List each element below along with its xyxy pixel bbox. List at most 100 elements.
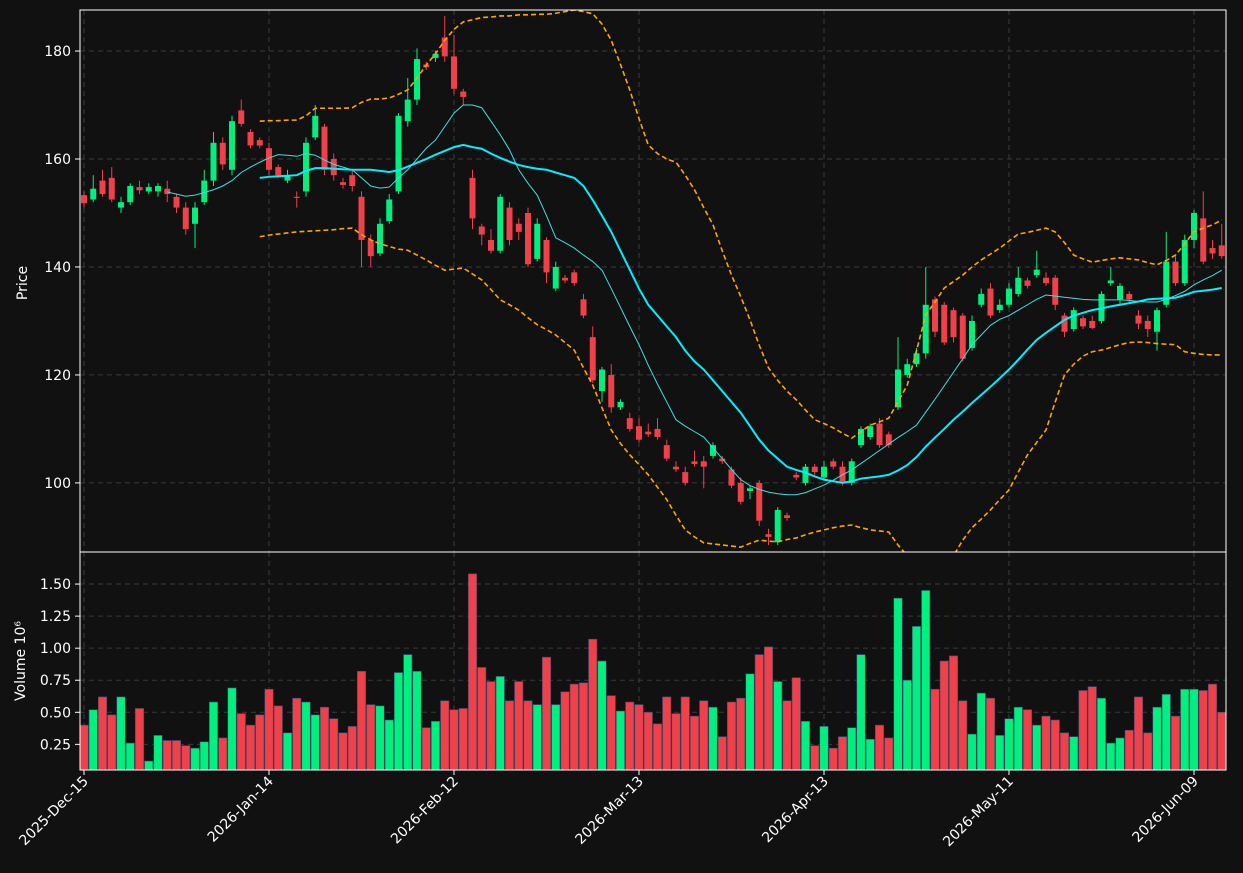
- candle-body: [108, 177, 115, 200]
- volume-bar: [523, 700, 533, 770]
- candle-body: [377, 223, 383, 254]
- candle-body: [682, 472, 689, 483]
- indicator-line: [259, 10, 1223, 440]
- volume-bar: [810, 745, 820, 770]
- candle-body: [275, 167, 282, 176]
- volume-bar: [652, 723, 663, 770]
- candle-body: [395, 115, 402, 192]
- volume-bar: [310, 714, 320, 770]
- candle-body: [562, 277, 568, 281]
- volume-bar: [1022, 709, 1033, 770]
- candle-body: [367, 239, 374, 257]
- candle-body: [192, 207, 198, 224]
- candle-body: [182, 207, 189, 230]
- volume-bar: [227, 687, 237, 770]
- volume-bar: [1013, 706, 1023, 770]
- volume-bar: [1041, 715, 1051, 770]
- volume-bar: [282, 732, 293, 770]
- x-tick-label: 2026-Feb-12: [388, 774, 462, 848]
- volume-bar: [569, 683, 579, 770]
- candle-body: [728, 469, 735, 486]
- volume-bar: [1189, 688, 1199, 770]
- volume-bar: [615, 710, 626, 770]
- volume-bar: [754, 654, 764, 770]
- candle-body: [1209, 248, 1216, 254]
- candle-body: [969, 320, 975, 348]
- candle-body: [229, 121, 235, 170]
- candle-body: [1024, 280, 1031, 286]
- candle-body: [99, 180, 106, 195]
- volume-bar: [736, 697, 746, 770]
- candle-body: [589, 337, 596, 381]
- candle-body: [645, 431, 652, 435]
- y-tick-label: 100: [44, 476, 71, 492]
- candle-body: [1163, 261, 1170, 305]
- candle-body: [358, 196, 365, 240]
- candle-body: [710, 445, 716, 456]
- candle-body: [1033, 269, 1040, 276]
- candle-body: [719, 458, 726, 462]
- volume-bar: [847, 727, 857, 770]
- volume-bar: [375, 705, 385, 770]
- volume-bar: [819, 726, 829, 770]
- candle-body: [626, 418, 633, 429]
- candle-body: [1052, 277, 1059, 305]
- candle-body: [959, 315, 966, 359]
- volume-bar: [726, 701, 737, 770]
- candle-body: [1098, 293, 1105, 321]
- volume-bar: [976, 692, 986, 770]
- x-tick-label: 2026-Mar-13: [573, 774, 647, 848]
- volume-bar: [430, 720, 441, 770]
- volume-bar: [837, 736, 848, 770]
- candle-body: [219, 142, 226, 165]
- candle-body: [1200, 218, 1207, 262]
- volume-bar: [1032, 724, 1042, 770]
- candle-body: [737, 482, 744, 502]
- candle-body: [349, 175, 356, 186]
- candle-body: [1191, 212, 1197, 240]
- volume-bar: [116, 696, 126, 770]
- candle-body: [293, 196, 300, 198]
- candle-body: [1107, 280, 1114, 284]
- volume-bar: [1050, 719, 1060, 770]
- candle-body: [608, 374, 615, 408]
- volume-bar: [763, 646, 774, 770]
- candle-body: [238, 110, 245, 124]
- volume-bar: [717, 736, 727, 770]
- y-tick-label: 180: [44, 44, 71, 60]
- volume-bar: [1106, 742, 1116, 770]
- indicator-line: [167, 104, 1223, 496]
- candle-body: [136, 187, 143, 191]
- volume-bar: [301, 701, 311, 770]
- volume-bar: [393, 672, 404, 770]
- candle-body: [1070, 310, 1077, 330]
- volume-bar: [245, 724, 256, 770]
- volume-bar: [190, 747, 200, 770]
- volume-bar: [911, 626, 922, 770]
- candle-body: [885, 434, 892, 446]
- y-tick-label: 120: [44, 368, 71, 384]
- volume-bar: [828, 747, 838, 770]
- candle-body: [506, 207, 513, 240]
- candle-body: [247, 132, 254, 146]
- volume-bar: [1087, 686, 1097, 770]
- volume-bar: [384, 719, 394, 770]
- candle-body: [922, 304, 929, 354]
- volume-bar: [560, 691, 570, 770]
- candle-body: [636, 426, 642, 440]
- volume-bar: [162, 740, 172, 770]
- volume-frame: [79, 551, 1227, 771]
- candle-body: [90, 188, 97, 200]
- volume-bar: [948, 655, 959, 770]
- candle-body: [691, 461, 698, 465]
- volume-bar: [88, 709, 98, 770]
- volume-bar: [1004, 718, 1014, 770]
- candle-body: [876, 423, 883, 446]
- candle-body: [525, 212, 531, 265]
- candle-body: [441, 37, 448, 57]
- candle-body: [256, 140, 263, 146]
- x-tick-label: 2026-Jan-14: [205, 773, 277, 845]
- volume-bar: [874, 724, 885, 770]
